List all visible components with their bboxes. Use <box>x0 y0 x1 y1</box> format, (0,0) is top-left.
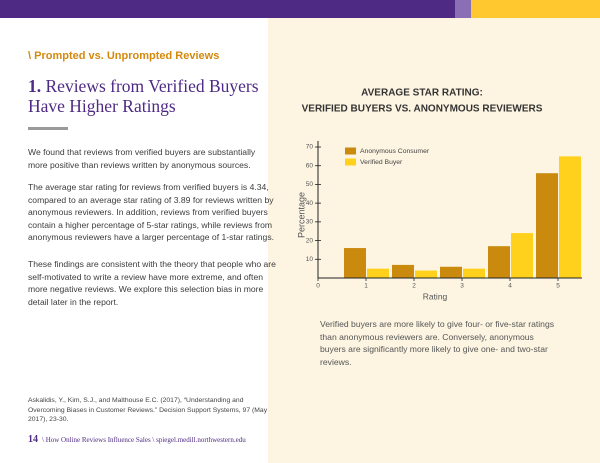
y-tick-label: 30 <box>306 219 314 226</box>
heading-line: Have Higher Ratings <box>28 96 176 116</box>
y-tick-label: 20 <box>306 237 314 244</box>
footer-text: \ How Online Reviews Influence Sales \ s… <box>42 436 246 444</box>
footer: 14 \ How Online Reviews Influence Sales … <box>28 429 246 447</box>
legend-label: Anonymous Consumer <box>360 148 430 155</box>
top-band-accent <box>455 0 471 18</box>
y-tick-label: 60 <box>306 162 314 169</box>
legend-label: Verified Buyer <box>360 159 403 166</box>
y-axis-label: Percentage <box>296 192 306 238</box>
paragraph: We found that reviews from verified buye… <box>28 147 256 170</box>
x-tick-label: 3 <box>460 283 464 290</box>
y-tick-label: 70 <box>306 144 314 151</box>
x-tick-label: 4 <box>508 283 512 290</box>
divider <box>28 127 68 130</box>
chart-caption: Verified buyers are more likely to give … <box>320 319 555 367</box>
bar <box>488 246 510 278</box>
heading-line: Reviews from Verified Buyers <box>45 76 259 96</box>
x-tick-label: 0 <box>316 283 320 290</box>
x-tick-label: 5 <box>556 283 560 290</box>
legend-swatch <box>345 147 356 155</box>
bar <box>344 248 366 278</box>
y-tick-label: 40 <box>306 200 314 207</box>
bar <box>415 270 437 278</box>
x-tick-label: 1 <box>364 283 368 290</box>
bar <box>392 264 414 278</box>
footnote: Askalidis, Y., Kim, S.J., and Malthouse … <box>28 397 268 423</box>
chart-title: AVERAGE STAR RATING: <box>361 88 483 99</box>
paragraph: These findings are consistent with the t… <box>28 259 276 307</box>
heading: 1. Reviews from Verified Buyers Have Hig… <box>28 76 259 116</box>
page-number: 14 <box>28 434 38 445</box>
bar <box>511 233 533 278</box>
paragraph: The average star rating for reviews from… <box>28 182 275 243</box>
bar <box>559 156 581 278</box>
top-band-yellow <box>471 0 600 18</box>
bar <box>440 266 462 278</box>
y-tick-label: 10 <box>306 256 314 263</box>
bar <box>367 268 389 278</box>
chart-subtitle: VERIFIED BUYERS VS. ANONYMOUS REVIEWERS <box>302 104 543 115</box>
section-label: \ Prompted vs. Unprompted Reviews <box>28 50 220 62</box>
top-band <box>0 0 455 18</box>
y-tick-label: 50 <box>306 181 314 188</box>
heading-number: 1. <box>28 76 42 96</box>
bar <box>463 268 485 278</box>
x-tick-label: 2 <box>412 283 416 290</box>
legend-swatch <box>345 158 356 166</box>
bar <box>536 173 558 278</box>
x-axis-label: Rating <box>423 291 448 301</box>
